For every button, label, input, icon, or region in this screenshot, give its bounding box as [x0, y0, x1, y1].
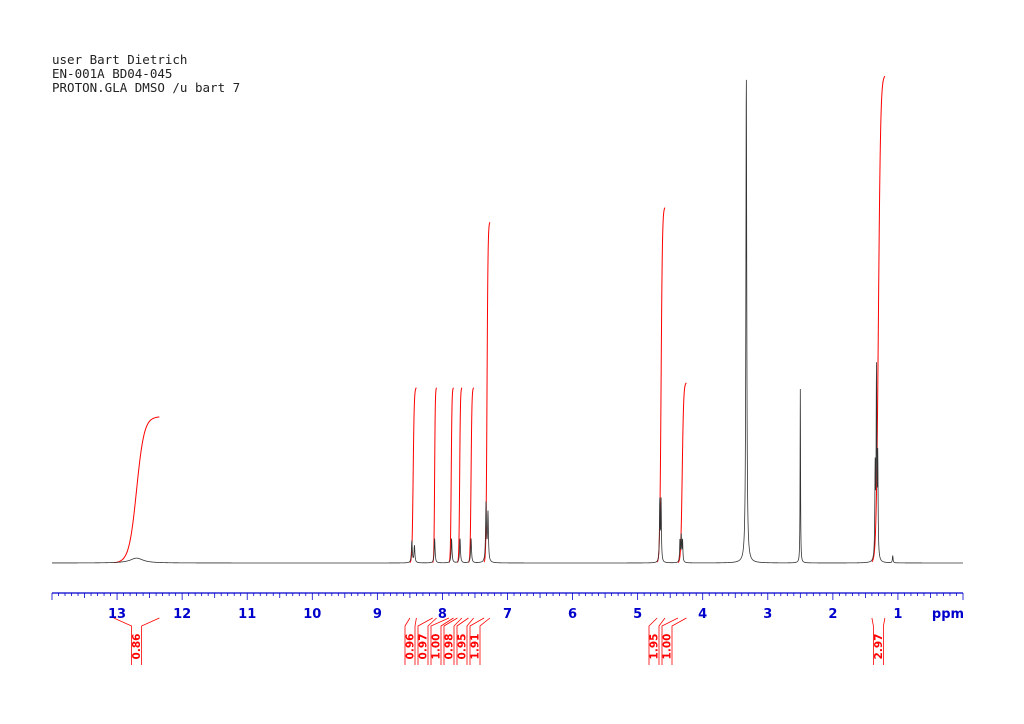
integral-curve-4	[456, 387, 463, 563]
integral-curve-2	[432, 387, 437, 563]
integral-bracket-left	[404, 617, 411, 665]
integral-value-label: 1.00	[662, 634, 674, 660]
header-line-sample: EN-001A BD04-045	[52, 66, 173, 81]
integral-bracket-left	[469, 617, 485, 665]
integral-bracket-right	[658, 617, 666, 665]
integral-bracket-right	[671, 617, 687, 665]
integral-curve-1	[409, 387, 417, 563]
integral-labels: 0.86 0.96 0.97 1.00 0.98 0.95 1.91 1.95 1.00 2.97	[113, 617, 886, 665]
integral-bracket-left	[417, 617, 433, 665]
integral-bracket-right	[141, 617, 160, 665]
integral-value-label: 2.97	[873, 634, 885, 660]
x-tick-label: 1	[893, 607, 902, 622]
x-tick-label: 9	[373, 607, 382, 622]
integral-value-label: 1.00	[431, 634, 443, 660]
x-tick-label: 2	[828, 607, 837, 622]
x-tick-label: 13	[108, 607, 126, 622]
integral-bracket-right	[427, 617, 437, 665]
integral-bracket-right	[883, 617, 886, 665]
x-tick-label: 5	[633, 607, 642, 622]
integral-curve-5	[468, 387, 475, 563]
x-tick-label: 3	[763, 607, 772, 622]
integral-curve-3	[448, 387, 454, 563]
integral-bracket-right	[466, 617, 474, 665]
integral-bracket-left	[456, 617, 469, 665]
x-tick-label: 12	[173, 607, 191, 622]
integral-value-label: 0.95	[457, 634, 469, 660]
x-tick-label: 8	[438, 607, 447, 622]
integral-bracket-right	[414, 617, 417, 665]
integral-value-label: 0.98	[444, 634, 456, 660]
integral-bracket-left	[648, 617, 658, 665]
integral-value-label: 0.86	[131, 634, 143, 660]
integral-bracket-left	[443, 617, 458, 665]
spectrum-line	[52, 79, 963, 564]
integral-bracket-right	[453, 617, 463, 665]
x-tick-label: 10	[303, 607, 321, 622]
integral-curve-6	[483, 222, 491, 563]
integral-bracket-right	[440, 617, 454, 665]
integral-bracket-left	[113, 617, 132, 665]
integral-bracket-right	[479, 617, 491, 665]
spectrum-trace	[52, 79, 963, 564]
header-line-experiment: PROTON.GLA DMSO /u bart 7	[52, 80, 241, 95]
integral-value-label: 1.95	[649, 634, 661, 660]
integral-curve-9	[871, 75, 886, 563]
x-axis: 13 12 11 10 9 8 7 6 5 4 3 2 1 ppm	[51, 592, 964, 622]
integral-bracket-left	[661, 617, 679, 665]
integral-bracket-left	[871, 617, 874, 665]
integral-value-label: 0.97	[418, 634, 430, 660]
integral-value-label: 0.96	[405, 634, 417, 660]
integral-value-label: 1.91	[470, 634, 482, 660]
integral-bracket-left	[430, 617, 450, 665]
header-line-user: user Bart Dietrich	[52, 52, 188, 67]
integral-curve-0	[113, 416, 160, 564]
x-tick-label: 6	[568, 607, 577, 622]
x-axis-label: ppm	[932, 607, 964, 622]
x-tick-label: 7	[503, 607, 512, 622]
x-tick-label: 11	[238, 607, 256, 622]
integral-curve-8	[677, 382, 687, 563]
x-tick-label: 4	[698, 607, 707, 622]
integral-curves	[113, 75, 886, 564]
